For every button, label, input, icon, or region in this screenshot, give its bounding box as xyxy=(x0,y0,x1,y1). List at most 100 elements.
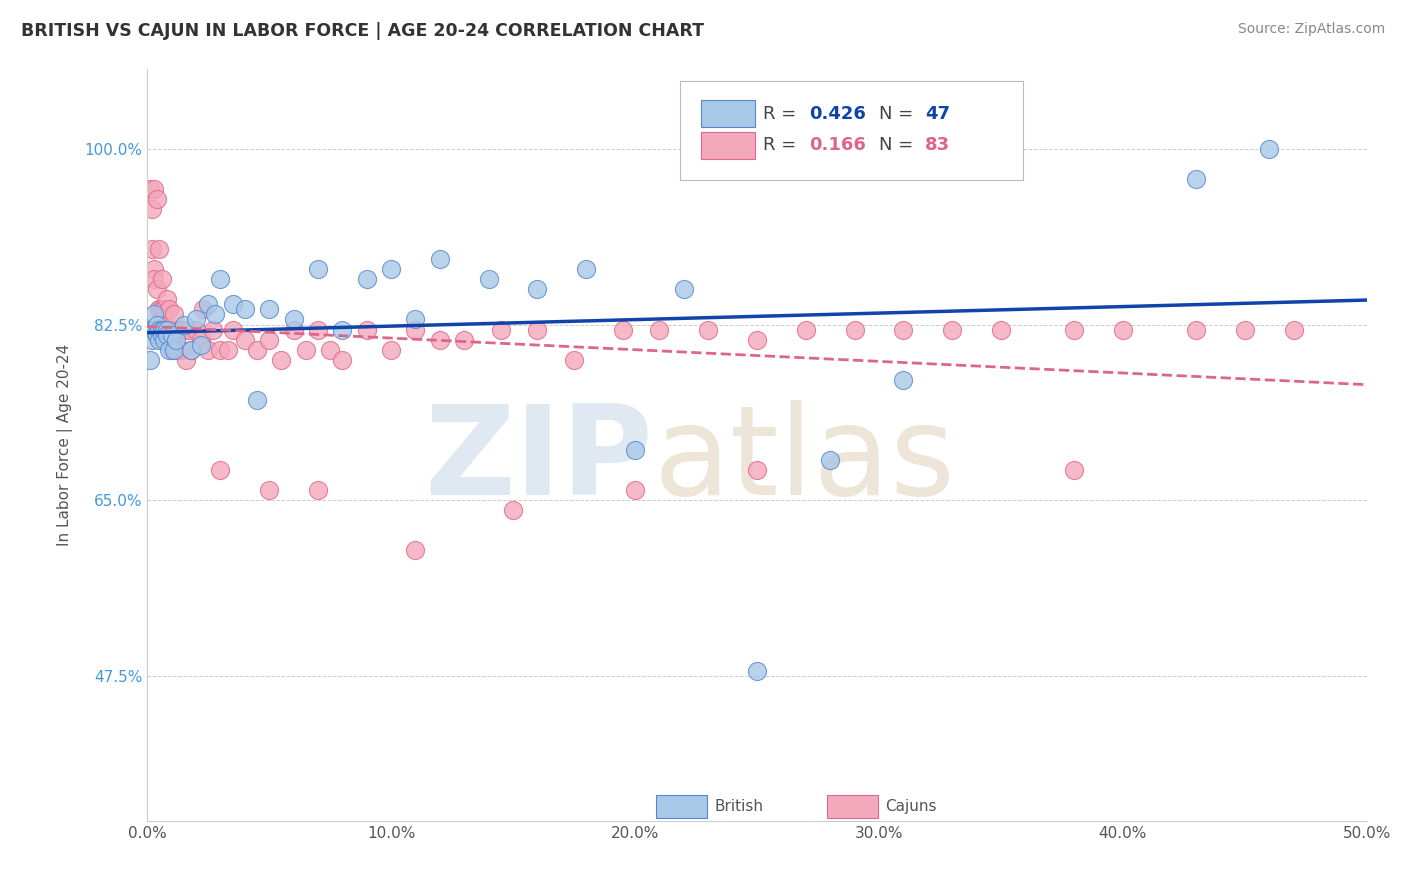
Point xyxy=(180,343,202,357)
Point xyxy=(141,322,163,336)
Point xyxy=(184,322,207,336)
Point xyxy=(138,322,160,336)
Text: Source: ZipAtlas.com: Source: ZipAtlas.com xyxy=(1237,22,1385,37)
Point xyxy=(1233,322,1256,336)
Text: 0.166: 0.166 xyxy=(810,136,866,154)
Point xyxy=(1185,322,1208,336)
Text: BRITISH VS CAJUN IN LABOR FORCE | AGE 20-24 CORRELATION CHART: BRITISH VS CAJUN IN LABOR FORCE | AGE 20… xyxy=(21,22,704,40)
Point xyxy=(184,312,207,326)
Point xyxy=(233,333,256,347)
Point xyxy=(891,322,914,336)
Point xyxy=(307,262,329,277)
Point xyxy=(163,322,186,336)
Point xyxy=(204,308,226,322)
Text: N =: N = xyxy=(879,104,920,123)
Point xyxy=(202,322,225,336)
Point xyxy=(612,322,634,336)
Point xyxy=(294,343,316,357)
Point xyxy=(146,318,169,332)
Point xyxy=(146,192,169,206)
Point xyxy=(143,272,166,286)
Point xyxy=(156,327,179,342)
Text: British: British xyxy=(714,799,763,814)
Point xyxy=(177,322,200,336)
Point xyxy=(745,664,768,678)
Text: atlas: atlas xyxy=(654,400,956,521)
Point xyxy=(148,302,170,317)
Point xyxy=(160,322,183,336)
Point xyxy=(380,262,402,277)
Point xyxy=(330,352,353,367)
Point xyxy=(526,282,548,296)
Text: 0.426: 0.426 xyxy=(810,104,866,123)
Point xyxy=(489,322,512,336)
Point xyxy=(453,333,475,347)
Point xyxy=(891,373,914,387)
Point xyxy=(283,312,305,326)
Point xyxy=(502,503,524,517)
Point xyxy=(941,322,963,336)
Text: R =: R = xyxy=(763,104,801,123)
Point xyxy=(745,463,768,477)
Point xyxy=(575,262,598,277)
Point xyxy=(624,483,647,498)
FancyBboxPatch shape xyxy=(681,81,1024,180)
Point xyxy=(257,483,280,498)
Point xyxy=(1258,142,1281,156)
Text: 83: 83 xyxy=(925,136,950,154)
Point xyxy=(138,182,160,196)
Point xyxy=(405,322,427,336)
Text: N =: N = xyxy=(879,136,920,154)
Point xyxy=(478,272,501,286)
Point xyxy=(148,302,170,317)
FancyBboxPatch shape xyxy=(700,100,755,128)
Point xyxy=(156,322,179,336)
Point xyxy=(173,322,195,336)
Point xyxy=(697,322,720,336)
Point xyxy=(190,337,212,351)
Point xyxy=(405,312,427,326)
Point xyxy=(405,543,427,558)
Point xyxy=(380,343,402,357)
Point xyxy=(156,322,179,336)
Point xyxy=(163,343,186,357)
Point xyxy=(156,293,179,307)
Point xyxy=(1063,463,1085,477)
Point xyxy=(356,322,378,336)
FancyBboxPatch shape xyxy=(655,795,707,818)
Point xyxy=(146,282,169,296)
Point xyxy=(193,302,215,317)
Point xyxy=(167,322,190,336)
FancyBboxPatch shape xyxy=(700,132,755,159)
Point xyxy=(170,343,193,357)
Point xyxy=(221,322,243,336)
Point xyxy=(141,333,163,347)
Point xyxy=(150,272,173,286)
Point xyxy=(150,322,173,336)
Point xyxy=(221,297,243,311)
Point xyxy=(150,322,173,336)
Point xyxy=(153,322,176,336)
Point xyxy=(283,322,305,336)
Point xyxy=(174,352,197,367)
Point xyxy=(233,302,256,317)
Point xyxy=(160,327,183,342)
Point xyxy=(153,312,176,326)
Point xyxy=(150,327,173,342)
Point xyxy=(138,352,160,367)
Point xyxy=(246,392,269,407)
Point xyxy=(356,272,378,286)
Point xyxy=(270,352,292,367)
Point xyxy=(648,322,671,336)
Point xyxy=(163,308,186,322)
Point xyxy=(319,343,342,357)
Text: ZIP: ZIP xyxy=(425,400,654,521)
Point xyxy=(818,453,841,467)
Point xyxy=(143,262,166,277)
Point xyxy=(156,322,179,336)
Point xyxy=(143,322,166,336)
Point xyxy=(148,322,170,336)
Point xyxy=(167,343,190,357)
Point xyxy=(165,343,187,357)
FancyBboxPatch shape xyxy=(827,795,877,818)
